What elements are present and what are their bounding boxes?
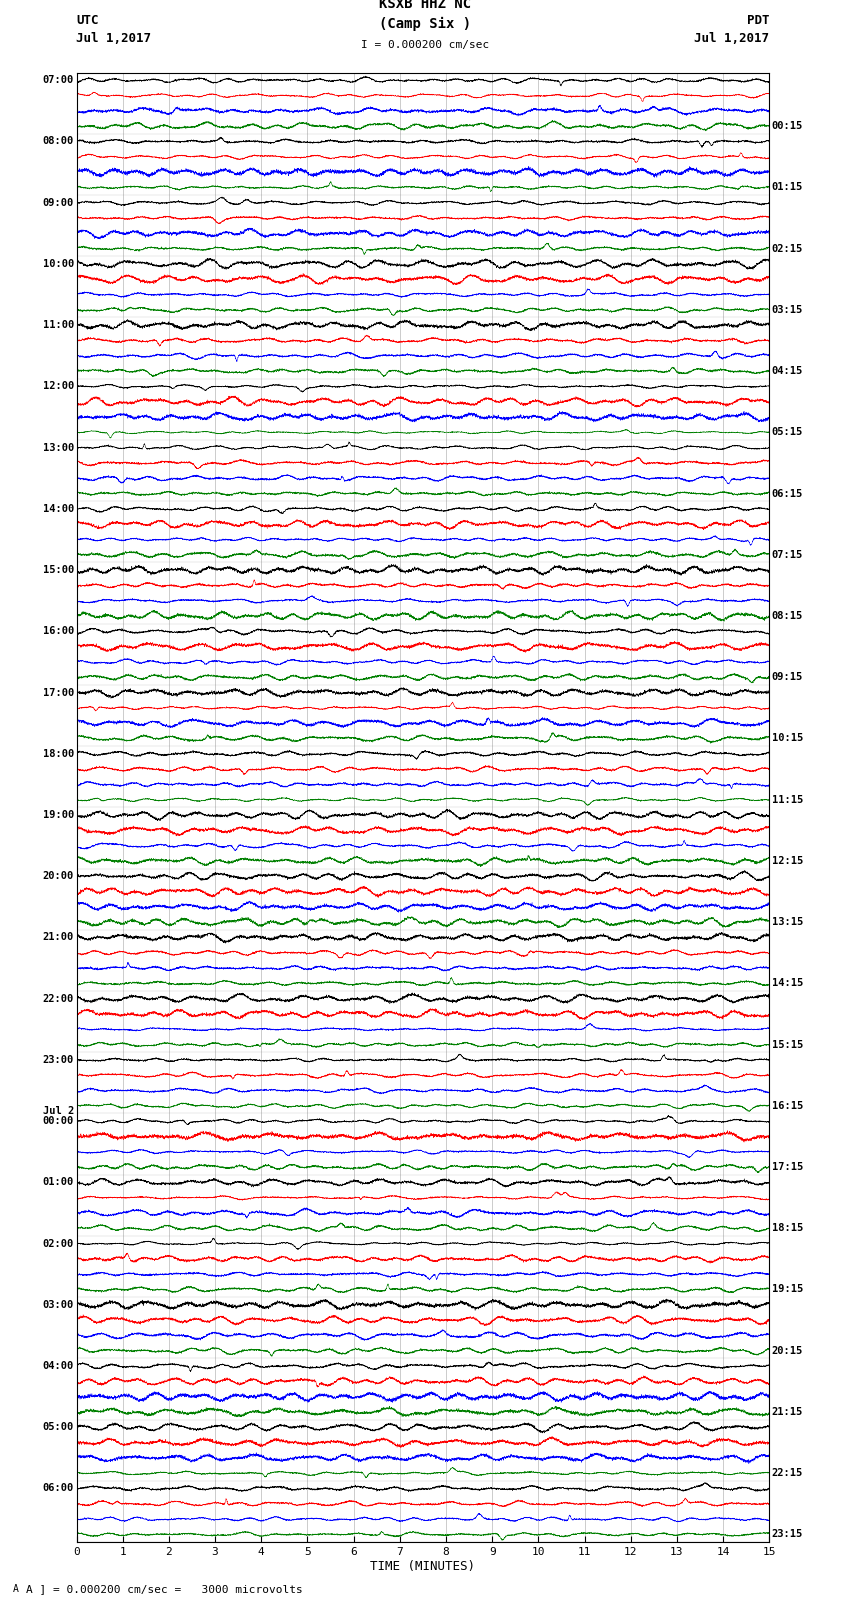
- Text: KSXB HHZ NC: KSXB HHZ NC: [379, 0, 471, 11]
- Text: 00:00: 00:00: [42, 1116, 74, 1126]
- Text: 21:15: 21:15: [772, 1407, 803, 1416]
- Text: I = 0.000200 cm/sec: I = 0.000200 cm/sec: [361, 40, 489, 50]
- Text: 08:15: 08:15: [772, 611, 803, 621]
- Text: PDT: PDT: [747, 15, 769, 27]
- Text: 10:00: 10:00: [42, 260, 74, 269]
- Text: 13:15: 13:15: [772, 918, 803, 927]
- Text: UTC: UTC: [76, 15, 99, 27]
- Text: 06:00: 06:00: [42, 1484, 74, 1494]
- Text: 20:00: 20:00: [42, 871, 74, 881]
- Text: 18:00: 18:00: [42, 748, 74, 758]
- Text: 01:15: 01:15: [772, 182, 803, 192]
- Text: 23:00: 23:00: [42, 1055, 74, 1065]
- X-axis label: TIME (MINUTES): TIME (MINUTES): [371, 1560, 475, 1573]
- Text: 17:00: 17:00: [42, 687, 74, 697]
- Text: Jul 2: Jul 2: [42, 1107, 74, 1116]
- Text: 07:00: 07:00: [42, 76, 74, 85]
- Text: 10:15: 10:15: [772, 734, 803, 744]
- Text: 16:15: 16:15: [772, 1100, 803, 1111]
- Text: 11:15: 11:15: [772, 795, 803, 805]
- Text: 03:15: 03:15: [772, 305, 803, 315]
- Text: 04:15: 04:15: [772, 366, 803, 376]
- Text: 12:15: 12:15: [772, 857, 803, 866]
- Text: 13:00: 13:00: [42, 442, 74, 453]
- Text: 05:15: 05:15: [772, 427, 803, 437]
- Text: Jul 1,2017: Jul 1,2017: [694, 32, 769, 45]
- Text: 20:15: 20:15: [772, 1345, 803, 1355]
- Text: 09:00: 09:00: [42, 198, 74, 208]
- Text: 09:15: 09:15: [772, 673, 803, 682]
- Text: 14:00: 14:00: [42, 503, 74, 515]
- Text: 15:00: 15:00: [42, 565, 74, 576]
- Text: 12:00: 12:00: [42, 381, 74, 392]
- Text: A: A: [13, 1584, 19, 1594]
- Text: 11:00: 11:00: [42, 319, 74, 331]
- Text: A ] = 0.000200 cm/sec =   3000 microvolts: A ] = 0.000200 cm/sec = 3000 microvolts: [26, 1584, 303, 1594]
- Text: 18:15: 18:15: [772, 1223, 803, 1234]
- Text: 16:00: 16:00: [42, 626, 74, 636]
- Text: 04:00: 04:00: [42, 1361, 74, 1371]
- Text: 19:00: 19:00: [42, 810, 74, 819]
- Text: 02:15: 02:15: [772, 244, 803, 253]
- Text: 06:15: 06:15: [772, 489, 803, 498]
- Text: 21:00: 21:00: [42, 932, 74, 942]
- Text: 19:15: 19:15: [772, 1284, 803, 1295]
- Text: 07:15: 07:15: [772, 550, 803, 560]
- Text: 00:15: 00:15: [772, 121, 803, 131]
- Text: (Camp Six ): (Camp Six ): [379, 16, 471, 31]
- Text: 01:00: 01:00: [42, 1177, 74, 1187]
- Text: 22:00: 22:00: [42, 994, 74, 1003]
- Text: 03:00: 03:00: [42, 1300, 74, 1310]
- Text: Jul 1,2017: Jul 1,2017: [76, 32, 151, 45]
- Text: 08:00: 08:00: [42, 137, 74, 147]
- Text: 22:15: 22:15: [772, 1468, 803, 1478]
- Text: 17:15: 17:15: [772, 1161, 803, 1173]
- Text: 05:00: 05:00: [42, 1423, 74, 1432]
- Text: 23:15: 23:15: [772, 1529, 803, 1539]
- Text: 14:15: 14:15: [772, 979, 803, 989]
- Text: 02:00: 02:00: [42, 1239, 74, 1248]
- Text: 15:15: 15:15: [772, 1039, 803, 1050]
